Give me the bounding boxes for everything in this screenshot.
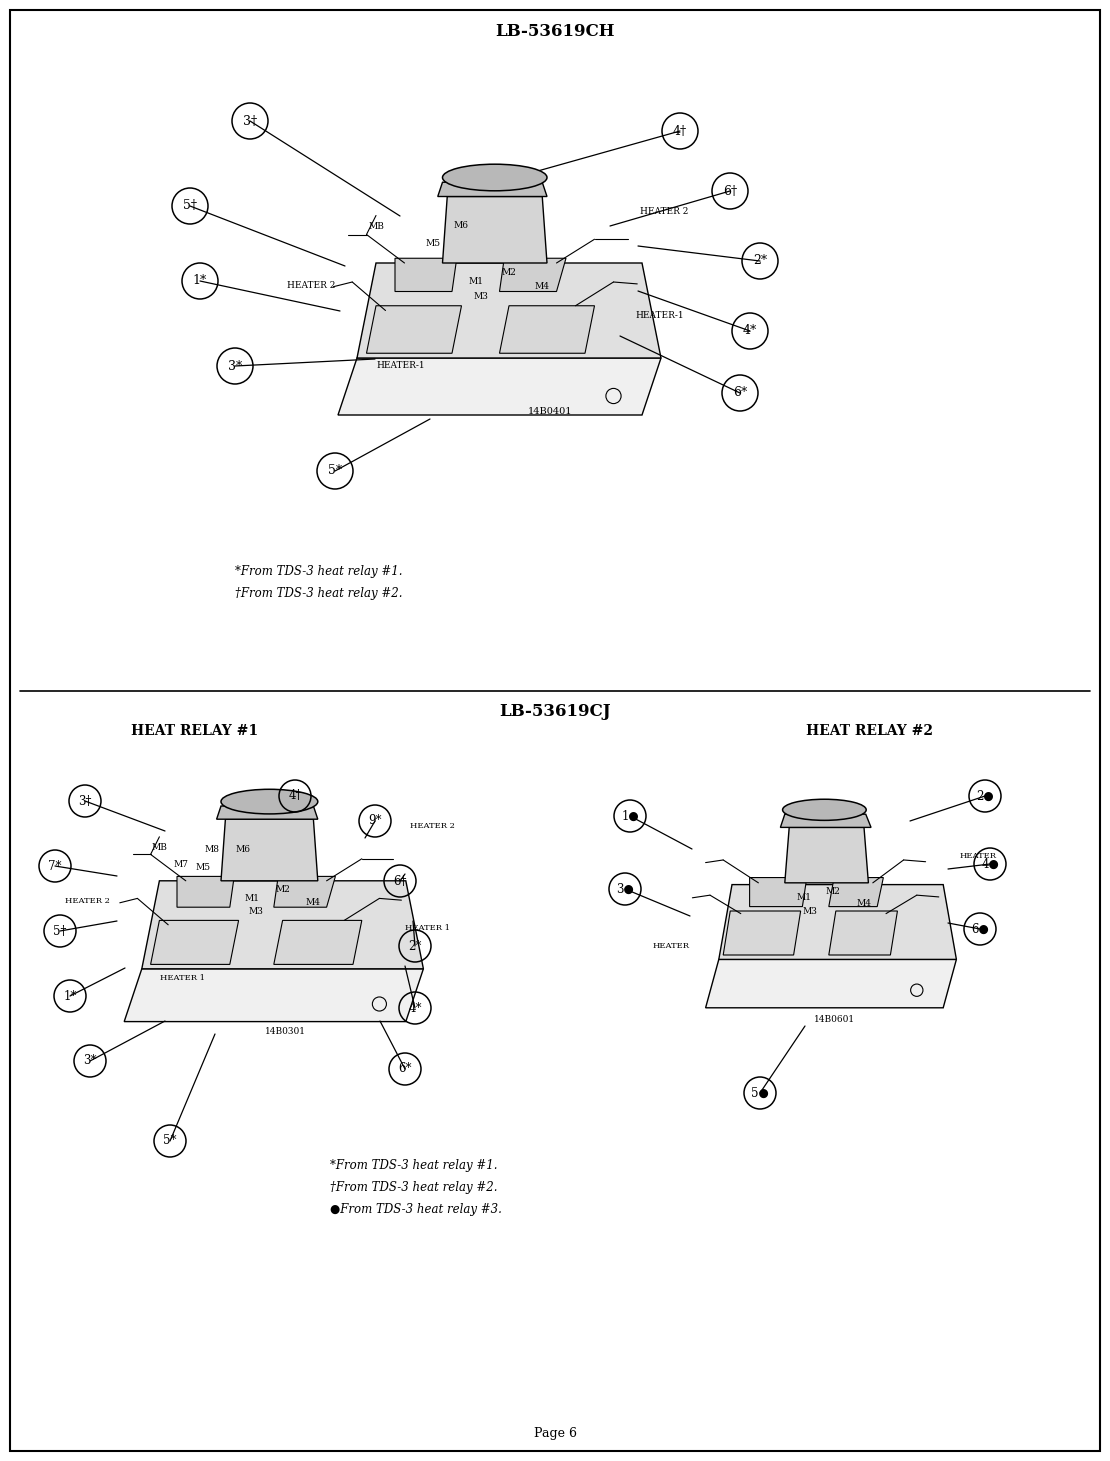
Text: M4: M4 bbox=[306, 899, 321, 907]
Polygon shape bbox=[366, 305, 462, 354]
Ellipse shape bbox=[221, 789, 317, 814]
Text: 1●: 1● bbox=[622, 809, 639, 823]
Text: 3●: 3● bbox=[616, 882, 634, 896]
Text: M6: M6 bbox=[454, 221, 470, 229]
Text: LB-53619CJ: LB-53619CJ bbox=[500, 703, 610, 719]
Text: 5*: 5* bbox=[163, 1135, 176, 1147]
Text: *From TDS-3 heat relay #1.: *From TDS-3 heat relay #1. bbox=[330, 1160, 497, 1173]
Ellipse shape bbox=[443, 164, 547, 191]
Polygon shape bbox=[749, 878, 807, 907]
Text: 6†: 6† bbox=[393, 875, 406, 887]
Text: 1*: 1* bbox=[193, 275, 208, 288]
Text: M3: M3 bbox=[473, 292, 488, 301]
Text: 2●: 2● bbox=[976, 789, 993, 802]
Polygon shape bbox=[176, 877, 234, 907]
Text: HEATER 1: HEATER 1 bbox=[160, 974, 205, 982]
Polygon shape bbox=[395, 259, 456, 292]
Text: 4*: 4* bbox=[408, 1001, 422, 1014]
Polygon shape bbox=[724, 912, 800, 955]
Text: M2: M2 bbox=[826, 887, 840, 896]
Text: HEATER 1: HEATER 1 bbox=[405, 923, 450, 932]
Text: HEATER-1: HEATER-1 bbox=[635, 311, 684, 320]
Text: 2*: 2* bbox=[753, 254, 767, 267]
Text: 14B0601: 14B0601 bbox=[815, 1014, 856, 1024]
Text: M4: M4 bbox=[535, 282, 549, 291]
Text: M3: M3 bbox=[249, 907, 264, 916]
Text: Page 6: Page 6 bbox=[534, 1426, 576, 1439]
Polygon shape bbox=[151, 920, 239, 964]
Text: M1: M1 bbox=[797, 893, 811, 903]
Text: 6●: 6● bbox=[971, 922, 989, 935]
Text: 7*: 7* bbox=[48, 859, 62, 872]
Text: 6*: 6* bbox=[733, 387, 747, 399]
Text: 3*: 3* bbox=[83, 1055, 97, 1068]
Text: M7: M7 bbox=[174, 861, 189, 869]
Text: 14B0301: 14B0301 bbox=[264, 1027, 305, 1036]
Text: 3†: 3† bbox=[79, 795, 92, 808]
Text: M5: M5 bbox=[425, 240, 441, 248]
Polygon shape bbox=[785, 827, 868, 882]
Text: M4: M4 bbox=[857, 900, 871, 909]
Text: 14B0401: 14B0401 bbox=[527, 406, 573, 415]
Text: HEAT RELAY #2: HEAT RELAY #2 bbox=[807, 725, 934, 738]
Polygon shape bbox=[500, 305, 595, 354]
Polygon shape bbox=[719, 884, 957, 960]
Text: M1: M1 bbox=[244, 894, 260, 903]
Text: HEATER 2: HEATER 2 bbox=[65, 897, 110, 904]
Text: ●From TDS-3 heat relay #3.: ●From TDS-3 heat relay #3. bbox=[330, 1204, 502, 1217]
Polygon shape bbox=[274, 920, 362, 964]
Text: *From TDS-3 heat relay #1.: *From TDS-3 heat relay #1. bbox=[235, 564, 403, 577]
Polygon shape bbox=[339, 358, 660, 415]
Polygon shape bbox=[706, 960, 957, 1008]
Polygon shape bbox=[142, 881, 423, 969]
Text: 4†: 4† bbox=[289, 789, 302, 802]
Polygon shape bbox=[216, 806, 317, 820]
Text: 5*: 5* bbox=[327, 465, 342, 478]
Polygon shape bbox=[443, 196, 547, 263]
Polygon shape bbox=[829, 878, 884, 907]
Polygon shape bbox=[437, 183, 547, 196]
Text: MB: MB bbox=[151, 843, 168, 852]
Text: 5●: 5● bbox=[751, 1087, 769, 1100]
Text: M3: M3 bbox=[803, 906, 817, 916]
Polygon shape bbox=[829, 912, 898, 955]
Text: 6*: 6* bbox=[398, 1062, 412, 1075]
Text: 2*: 2* bbox=[408, 939, 422, 953]
Text: HEAT RELAY #1: HEAT RELAY #1 bbox=[131, 725, 259, 738]
Ellipse shape bbox=[783, 799, 866, 821]
Text: 4†: 4† bbox=[673, 124, 687, 137]
Text: 9*: 9* bbox=[369, 814, 382, 827]
Text: 6†: 6† bbox=[723, 184, 737, 197]
Polygon shape bbox=[274, 877, 335, 907]
Text: 3*: 3* bbox=[228, 359, 242, 373]
Text: M8: M8 bbox=[204, 846, 220, 855]
Text: 1*: 1* bbox=[63, 989, 77, 1002]
Text: 5†: 5† bbox=[183, 200, 196, 212]
Text: HEATER 2: HEATER 2 bbox=[640, 206, 688, 216]
Text: 4*: 4* bbox=[743, 324, 757, 337]
Polygon shape bbox=[221, 820, 317, 881]
Text: †From TDS-3 heat relay #2.: †From TDS-3 heat relay #2. bbox=[235, 586, 403, 599]
Text: M2: M2 bbox=[275, 885, 290, 894]
Polygon shape bbox=[124, 969, 423, 1021]
Text: 4●: 4● bbox=[981, 858, 999, 871]
Text: M2: M2 bbox=[502, 267, 516, 278]
Text: 5†: 5† bbox=[53, 925, 67, 938]
Text: M1: M1 bbox=[468, 278, 483, 286]
Polygon shape bbox=[780, 814, 871, 827]
Text: 3†: 3† bbox=[243, 114, 258, 127]
Text: HEATER 2: HEATER 2 bbox=[286, 282, 335, 291]
Polygon shape bbox=[357, 263, 660, 358]
Text: LB-53619CH: LB-53619CH bbox=[495, 22, 615, 39]
Text: M5: M5 bbox=[195, 863, 211, 872]
Text: HEATER-1: HEATER-1 bbox=[376, 361, 425, 371]
Polygon shape bbox=[500, 259, 566, 292]
Text: HEATER: HEATER bbox=[960, 852, 997, 861]
Text: HEATER 2: HEATER 2 bbox=[410, 823, 455, 830]
Text: HEATER: HEATER bbox=[653, 942, 690, 950]
Text: MB: MB bbox=[369, 222, 384, 231]
Text: M6: M6 bbox=[235, 846, 251, 855]
Text: †From TDS-3 heat relay #2.: †From TDS-3 heat relay #2. bbox=[330, 1182, 497, 1195]
